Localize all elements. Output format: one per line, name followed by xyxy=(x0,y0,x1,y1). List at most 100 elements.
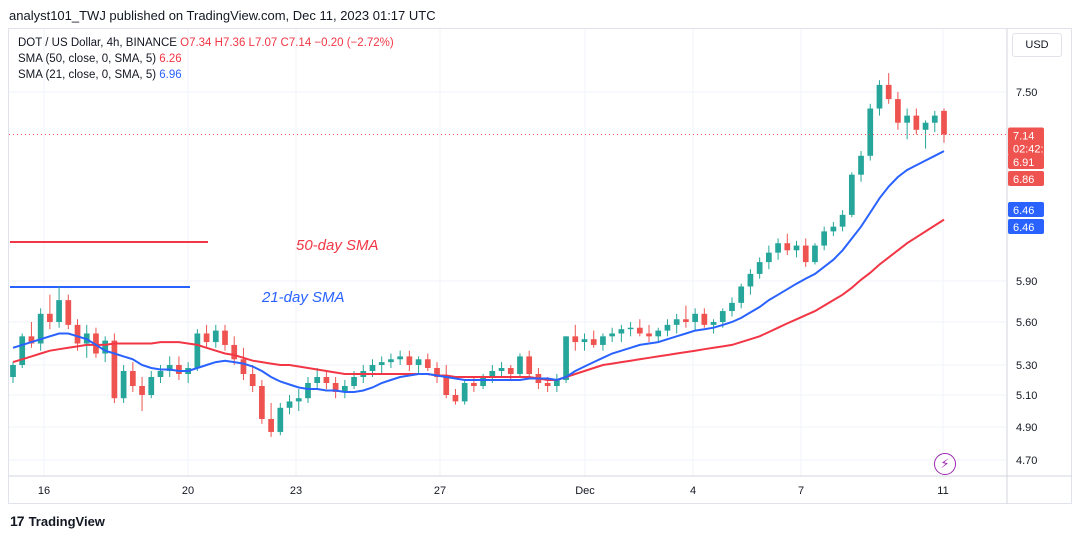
last-price-box-text-0: 7.14 xyxy=(1013,131,1034,143)
ohlc-open: O7.34 xyxy=(180,37,212,49)
candle-63 xyxy=(590,330,597,348)
candle-18 xyxy=(176,356,182,380)
sma21-price-box: 6.91 xyxy=(1008,154,1044,169)
candle-body-98 xyxy=(913,115,920,130)
candle-body-11 xyxy=(111,340,118,399)
candle-body-94 xyxy=(876,84,883,109)
candle-26 xyxy=(249,365,256,392)
sma50-value: 6.26 xyxy=(159,53,182,65)
candle-body-54 xyxy=(507,368,514,374)
candle-1 xyxy=(19,333,26,368)
candle-body-66 xyxy=(618,329,625,334)
candle-81 xyxy=(756,257,763,279)
candle-49 xyxy=(461,380,468,405)
candle-body-23 xyxy=(222,330,228,345)
candle-body-10 xyxy=(102,340,109,354)
candle-6 xyxy=(65,294,72,330)
candle-48 xyxy=(452,389,459,405)
time-tick-6: 7 xyxy=(798,485,804,497)
last-price-box-bg xyxy=(1008,127,1044,156)
candle-17 xyxy=(166,356,173,377)
sma-annotations: 50-day SMA 21-day SMA xyxy=(10,237,379,306)
legend-sma21-row[interactable]: SMA (21, close, 0, SMA, 5) 6.96 xyxy=(18,67,394,83)
candle-body-72 xyxy=(673,319,680,325)
candle-34 xyxy=(323,371,330,389)
candle-body-22 xyxy=(212,330,219,343)
candle-65 xyxy=(609,327,616,343)
candle-body-53 xyxy=(498,368,505,371)
candle-82 xyxy=(766,245,772,270)
candle-55 xyxy=(517,353,523,377)
time-tick-3: 27 xyxy=(434,485,446,497)
candle-body-4 xyxy=(47,313,53,322)
candle-body-18 xyxy=(176,365,182,374)
candle-85 xyxy=(793,240,800,258)
candle-67 xyxy=(627,322,634,337)
candle-body-59 xyxy=(553,380,560,386)
sma50-low-price-box-bg xyxy=(1008,171,1044,186)
candle-body-9 xyxy=(93,333,99,354)
candle-84 xyxy=(784,233,791,256)
candle-64 xyxy=(600,333,606,351)
candle-body-65 xyxy=(609,333,616,337)
candle-body-21 xyxy=(203,333,210,343)
candle-30 xyxy=(286,395,293,415)
candle-body-25 xyxy=(240,359,247,374)
candle-body-75 xyxy=(701,313,708,325)
candle-body-16 xyxy=(157,371,164,377)
candle-body-14 xyxy=(139,386,145,395)
candle-body-100 xyxy=(931,115,938,123)
sma-lines xyxy=(12,150,945,393)
candle-body-70 xyxy=(655,330,662,337)
candle-body-58 xyxy=(544,383,551,386)
tradingview-brand: 17 TradingView xyxy=(10,513,105,529)
time-tick-0: 16 xyxy=(38,485,50,497)
candles xyxy=(10,73,947,437)
candle-body-26 xyxy=(249,374,256,386)
candle-0 xyxy=(10,362,16,383)
candle-15 xyxy=(148,371,155,399)
candle-body-34 xyxy=(323,377,330,383)
candle-body-83 xyxy=(775,243,781,253)
chart-frame xyxy=(8,28,1072,504)
ohlc-close: C7.14 xyxy=(280,37,312,49)
price-tick-4: 5.60 xyxy=(1016,317,1037,329)
publisher-caption: analyst101_TWJ published on TradingView.… xyxy=(9,8,436,23)
candle-80 xyxy=(747,269,754,295)
candle-body-49 xyxy=(461,383,468,402)
currency-selector[interactable]: USD xyxy=(1012,33,1062,57)
candle-90 xyxy=(839,210,846,232)
sma21-price-box-text-0: 6.91 xyxy=(1013,157,1034,169)
candle-61 xyxy=(572,324,579,351)
flash-icon[interactable]: ⚡ xyxy=(934,453,956,475)
candle-89 xyxy=(830,221,837,237)
candle-body-90 xyxy=(839,214,846,227)
candle-body-60 xyxy=(563,336,569,380)
candle-93 xyxy=(867,103,874,161)
sma50-price-box: 6.46 xyxy=(1008,202,1044,217)
candle-43 xyxy=(406,350,413,371)
candle-body-3 xyxy=(37,313,44,344)
candle-35 xyxy=(332,377,339,399)
symbol-label[interactable]: DOT / US Dollar, 4h, BINANCE xyxy=(18,37,177,49)
candle-body-35 xyxy=(332,383,339,392)
candle-body-71 xyxy=(664,324,671,331)
candle-body-67 xyxy=(627,327,634,330)
legend-sma50-row[interactable]: SMA (50, close, 0, SMA, 5) 6.26 xyxy=(18,51,394,67)
time-tick-2: 23 xyxy=(290,485,302,497)
candle-body-36 xyxy=(341,386,348,392)
candle-body-92 xyxy=(858,155,864,175)
candle-body-33 xyxy=(314,377,321,383)
candle-body-76 xyxy=(710,322,717,325)
sma50-price-box-2-bg xyxy=(1008,219,1044,234)
candle-10 xyxy=(102,336,109,363)
candle-14 xyxy=(139,377,145,411)
candle-body-32 xyxy=(305,383,311,399)
sma21-line xyxy=(12,150,945,393)
sma50-annotation-text: 50-day SMA xyxy=(296,237,379,254)
candle-body-86 xyxy=(802,245,809,263)
candle-body-20 xyxy=(194,333,201,368)
candle-body-48 xyxy=(452,395,459,402)
